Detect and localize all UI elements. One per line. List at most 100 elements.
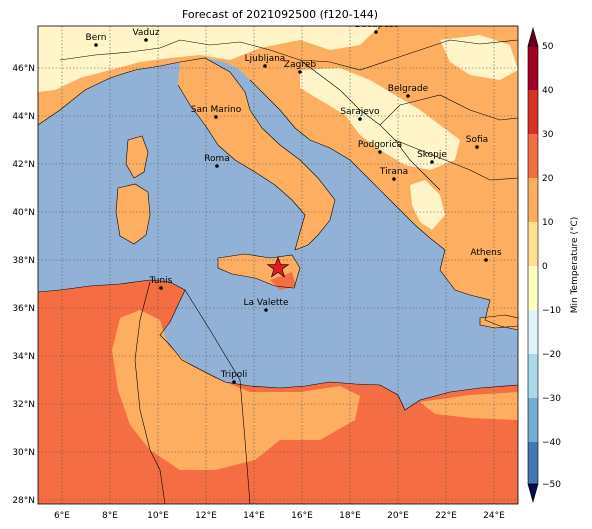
- city-belgrade: Belgrade: [388, 84, 429, 98]
- lon-tick-label: 6°E: [54, 511, 70, 521]
- lon-tick-label: 16°E: [291, 511, 313, 521]
- city-budapest: Budapest: [355, 20, 398, 34]
- colorbar-tick-label: −20: [542, 350, 561, 360]
- city-la-valette: La Valette: [244, 298, 289, 312]
- city-vaduz: Vaduz: [132, 28, 160, 42]
- lat-tick-label: 28°N: [12, 496, 35, 506]
- colorbar-tick-label: 30: [542, 130, 554, 140]
- lon-tick-label: 8°E: [102, 511, 118, 521]
- city-roma: Roma: [204, 154, 230, 168]
- greece-cool-zone: [410, 180, 445, 230]
- lon-tick-label: 18°E: [339, 511, 361, 521]
- lat-tick-label: 36°N: [12, 304, 35, 314]
- city-san-marino: San Marino: [191, 105, 242, 119]
- city-label: Vaduz: [132, 28, 159, 38]
- colorbar: 50 40 30 20 10 0 −10 −20 −30 −40 −50 Min…: [527, 26, 580, 504]
- colorbar-tick-label: 40: [542, 86, 554, 96]
- lat-tick-label: 46°N: [12, 64, 35, 74]
- lat-tick-label: 38°N: [12, 256, 35, 266]
- city-athens: Athens: [470, 248, 502, 262]
- lat-tick-label: 44°N: [12, 112, 35, 122]
- carpathian-cool-zone: [440, 35, 518, 80]
- city-label: Tunis: [149, 276, 173, 286]
- city-label: La Valette: [244, 298, 289, 308]
- lat-tick-label: 30°N: [12, 448, 35, 458]
- lon-tick-label: 24°E: [483, 511, 505, 521]
- lon-tick-label: 22°E: [435, 511, 457, 521]
- map-panel: Bern Vaduz Budapest Ljubljana Zagreb: [37, 20, 519, 505]
- colorbar-tick-label: 0: [542, 262, 548, 272]
- africa-warm-patch-east: [420, 392, 518, 420]
- colorbar-ticks: 50 40 30 20 10 0 −10 −20 −30 −40 −50: [542, 42, 561, 490]
- city-layer: Bern Vaduz Budapest Ljubljana Zagreb: [86, 20, 502, 384]
- city-label: Sofia: [466, 135, 488, 145]
- colorbar-segment: [528, 398, 538, 442]
- location-star-icon: [266, 256, 290, 278]
- colorbar-segment: [528, 266, 538, 310]
- city-podgorica: Podgorica: [358, 140, 402, 154]
- sardinia-island: [116, 184, 150, 244]
- lon-axis: 6°E 8°E 10°E 12°E 14°E 16°E 18°E 20°E 22…: [54, 511, 505, 521]
- city-label: Zagreb: [284, 60, 316, 70]
- colorbar-label: Min Temperature (°C): [570, 217, 580, 314]
- sicily-hot-edge: [270, 272, 296, 290]
- colorbar-segment: [528, 178, 538, 222]
- balkan-cool-zone: [300, 68, 460, 170]
- colorbar-segment: [528, 442, 538, 484]
- colorbar-tick-label: −30: [542, 394, 561, 404]
- colorbar-segment: [528, 90, 538, 134]
- lat-tick-label: 42°N: [12, 160, 35, 170]
- city-bern: Bern: [86, 33, 107, 47]
- lat-axis: 28°N 30°N 32°N 34°N 36°N 38°N 40°N 42°N …: [12, 64, 35, 506]
- city-ljubljana: Ljubljana: [245, 54, 286, 68]
- city-label: Sarajevo: [340, 107, 380, 117]
- lon-tick-label: 20°E: [387, 511, 409, 521]
- colorbar-tick-label: 10: [542, 218, 554, 228]
- map-frame: [37, 25, 519, 505]
- city-label: Belgrade: [388, 84, 429, 94]
- lon-tick-label: 10°E: [147, 511, 169, 521]
- map-title: Forecast of 2021092500 (f120-144): [182, 8, 378, 21]
- city-label: Budapest: [355, 20, 398, 30]
- colorbar-tick-label: −50: [542, 480, 561, 490]
- colorbar-segment: [528, 310, 538, 354]
- corsica-island: [126, 136, 148, 178]
- colorbar-segment: [528, 134, 538, 178]
- city-sarajevo: Sarajevo: [340, 107, 380, 121]
- colorbar-tick-label: −10: [542, 306, 561, 316]
- city-label: Ljubljana: [245, 54, 286, 64]
- city-tripoli: Tripoli: [220, 370, 248, 384]
- colorbar-tick-label: −40: [542, 438, 561, 448]
- colorbar-frame: [527, 45, 539, 485]
- city-label: Athens: [470, 248, 501, 258]
- city-label: Podgorica: [358, 140, 402, 150]
- colorbar-segment: [528, 222, 538, 266]
- city-tirana: Tirana: [379, 167, 408, 181]
- colorbar-top-extend: [527, 26, 539, 47]
- lat-tick-label: 34°N: [12, 352, 35, 362]
- city-label: Roma: [204, 154, 230, 164]
- colorbar-bottom-extend: [527, 483, 539, 504]
- coastlines: [38, 39, 518, 504]
- lat-tick-label: 40°N: [12, 208, 35, 218]
- crete-island: [480, 315, 518, 328]
- lon-tick-label: 14°E: [243, 511, 265, 521]
- alps-cool-zone: [38, 26, 380, 92]
- africa-warm-patch: [112, 310, 360, 470]
- city-label: Skopje: [417, 150, 447, 160]
- city-tunis: Tunis: [149, 276, 173, 290]
- lon-tick-label: 12°E: [195, 511, 217, 521]
- lat-tick-label: 32°N: [12, 400, 35, 410]
- city-label: San Marino: [191, 105, 242, 115]
- city-sofia: Sofia: [466, 135, 488, 149]
- colorbar-tick-label: 20: [542, 174, 554, 184]
- city-label: Tripoli: [220, 370, 248, 380]
- city-skopje: Skopje: [417, 150, 447, 164]
- colorbar-tick-label: 50: [542, 42, 554, 52]
- colorbar-segment: [528, 354, 538, 398]
- city-label: Bern: [86, 33, 107, 43]
- city-label: Tirana: [379, 167, 408, 177]
- colorbar-segment: [528, 46, 538, 90]
- italy-peninsula: [178, 58, 335, 250]
